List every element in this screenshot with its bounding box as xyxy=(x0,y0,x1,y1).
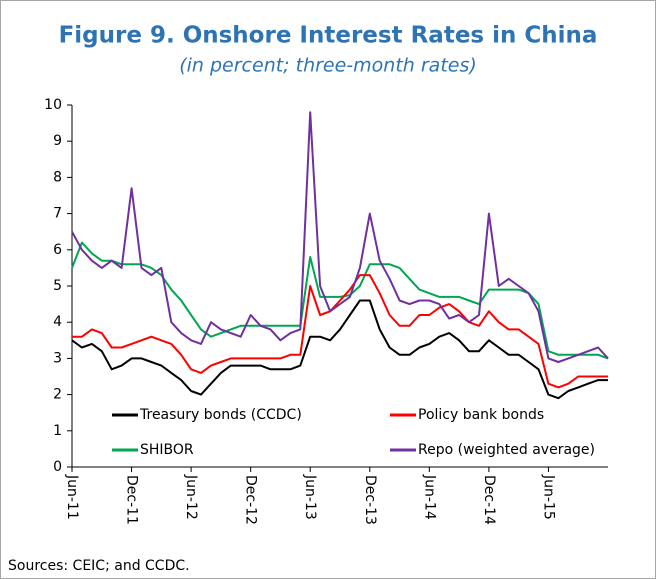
chart-subtitle: (in percent; three-month rates) xyxy=(179,55,477,77)
legend-label: Policy bank bonds xyxy=(418,407,544,423)
y-tick-label: 2 xyxy=(53,387,62,403)
x-tick-label: Jun-14 xyxy=(421,474,437,520)
chart-title: Figure 9. Onshore Interest Rates in Chin… xyxy=(59,23,598,49)
y-tick-label: 0 xyxy=(53,459,62,475)
y-tick-label: 4 xyxy=(53,314,62,330)
y-tick-label: 10 xyxy=(44,97,62,113)
x-tick-label: Dec-13 xyxy=(362,475,378,525)
y-tick-label: 7 xyxy=(53,206,62,222)
source-note: Sources: CEIC; and CCDC. xyxy=(8,558,190,574)
series-line xyxy=(71,111,609,363)
x-tick-label: Dec-14 xyxy=(481,475,497,525)
x-tick-label: Jun-11 xyxy=(64,474,80,520)
x-tick-label: Jun-12 xyxy=(183,474,199,520)
y-tick-label: 1 xyxy=(53,423,62,439)
y-tick-label: 5 xyxy=(53,278,62,294)
y-tick-label: 9 xyxy=(53,133,62,149)
y-tick-label: 8 xyxy=(53,169,62,185)
x-tick-label: Dec-11 xyxy=(124,475,140,525)
legend-label: Repo (weighted average) xyxy=(418,442,595,458)
legend-label: Treasury bonds (CCDC) xyxy=(139,407,302,423)
x-tick-label: Jun-13 xyxy=(302,474,318,520)
series-line xyxy=(72,274,608,389)
x-tick-label: Dec-12 xyxy=(243,475,259,525)
series-line xyxy=(71,241,609,360)
series-line xyxy=(71,299,608,400)
y-tick-label: 6 xyxy=(53,242,62,258)
x-tick-label: Jun-15 xyxy=(540,474,556,520)
legend-label: SHIBOR xyxy=(140,442,194,458)
y-tick-label: 3 xyxy=(53,350,62,366)
